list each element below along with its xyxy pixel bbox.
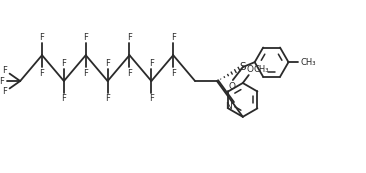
Text: F: F	[127, 69, 132, 78]
Text: O: O	[228, 81, 235, 90]
Text: O: O	[246, 65, 253, 74]
Text: F: F	[0, 76, 4, 85]
Text: CH₃: CH₃	[300, 58, 316, 67]
Text: N: N	[225, 102, 232, 111]
Text: F: F	[149, 94, 154, 103]
Text: F: F	[105, 59, 110, 68]
Text: F: F	[2, 66, 7, 75]
Text: F: F	[83, 69, 88, 78]
Text: F: F	[2, 87, 7, 96]
Text: F: F	[171, 33, 176, 42]
Text: CH₃: CH₃	[254, 65, 269, 74]
Text: F: F	[83, 33, 88, 42]
Text: F: F	[61, 94, 66, 103]
Text: F: F	[40, 33, 45, 42]
Text: F: F	[40, 69, 45, 78]
Text: S: S	[239, 62, 246, 72]
Text: F: F	[149, 59, 154, 68]
Text: F: F	[171, 69, 176, 78]
Text: F: F	[127, 33, 132, 42]
Text: F: F	[105, 94, 110, 103]
Text: F: F	[61, 59, 66, 68]
